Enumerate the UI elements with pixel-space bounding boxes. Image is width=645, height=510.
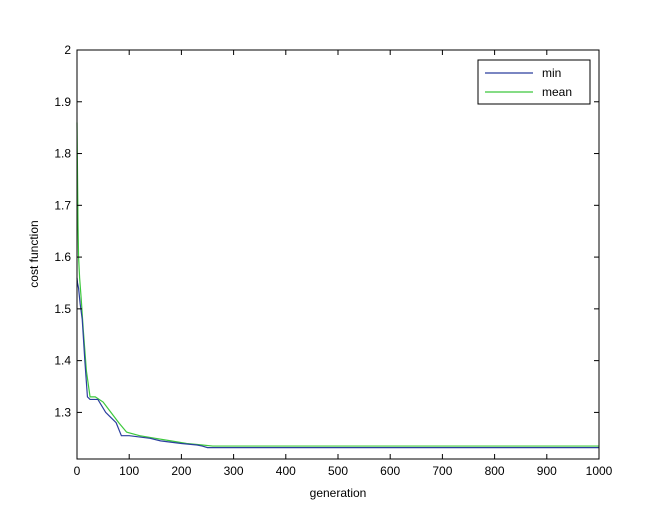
series-line-mean [76,122,599,447]
x-tick-label: 1000 [586,464,613,478]
x-tick-label: 700 [432,464,452,478]
x-tick-label: 900 [537,464,557,478]
x-tick-label: 400 [276,464,296,478]
y-tick-label: 1.8 [54,147,71,161]
x-tick-label: 500 [328,464,348,478]
y-axis: 1.3 1.4 1.5 1.6 1.7 1.8 1.9 2 [54,43,599,419]
x-tick-label: 300 [224,464,244,478]
x-tick-label: 0 [74,464,81,478]
y-tick-label: 1.7 [54,198,71,212]
legend: min mean [477,59,591,105]
legend-box [477,59,591,105]
y-tick-label: 1.4 [54,354,71,368]
x-axis: 0 100 200 300 400 500 600 700 800 900 1000 [74,50,613,478]
y-axis-label: cost function [27,220,41,287]
legend-label-min: min [542,66,561,80]
x-tick-label: 600 [380,464,400,478]
plot-area [77,50,599,459]
legend-label-mean: mean [542,85,572,99]
y-tick-label: 1.3 [54,405,71,419]
y-tick-label: 1.6 [54,250,71,264]
x-tick-label: 800 [485,464,505,478]
y-tick-label: 2 [64,43,71,57]
x-tick-label: 200 [171,464,191,478]
x-axis-label: generation [310,486,367,500]
x-tick-label: 100 [119,464,139,478]
y-tick-label: 1.5 [54,302,71,316]
y-tick-label: 1.9 [54,95,71,109]
